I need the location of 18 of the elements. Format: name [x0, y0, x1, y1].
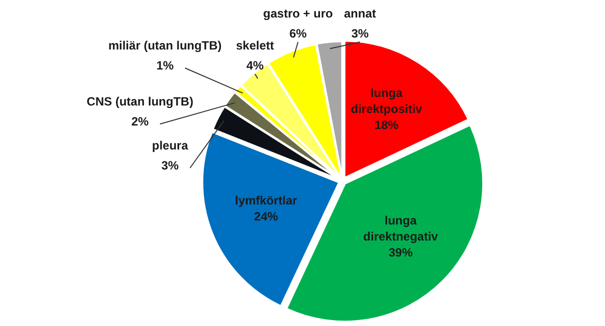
slice-label: skelett [236, 38, 274, 52]
data-label: 6% [289, 26, 307, 40]
data-label: 3% [351, 26, 369, 40]
data-label: 18% [374, 118, 399, 132]
data-label: 1% [156, 58, 174, 72]
data-label: 39% [388, 245, 413, 260]
data-label: 4% [246, 58, 264, 72]
slice-label: lunga direktpositiv [350, 86, 423, 116]
slice-label: CNS (utan lungTB) [86, 94, 194, 108]
slice-label: lunga direktnegativ [363, 213, 438, 244]
slice-label: lymfkörtlar [235, 194, 298, 208]
data-label: 24% [254, 210, 278, 224]
slice-label: gastro + uro [263, 6, 333, 20]
data-label: 2% [131, 114, 149, 128]
slice-label: pleura [152, 138, 188, 152]
slice-label: miliär (utan lungTB) [108, 38, 222, 52]
slice-label: annat [344, 6, 376, 20]
data-label: 3% [161, 158, 179, 172]
